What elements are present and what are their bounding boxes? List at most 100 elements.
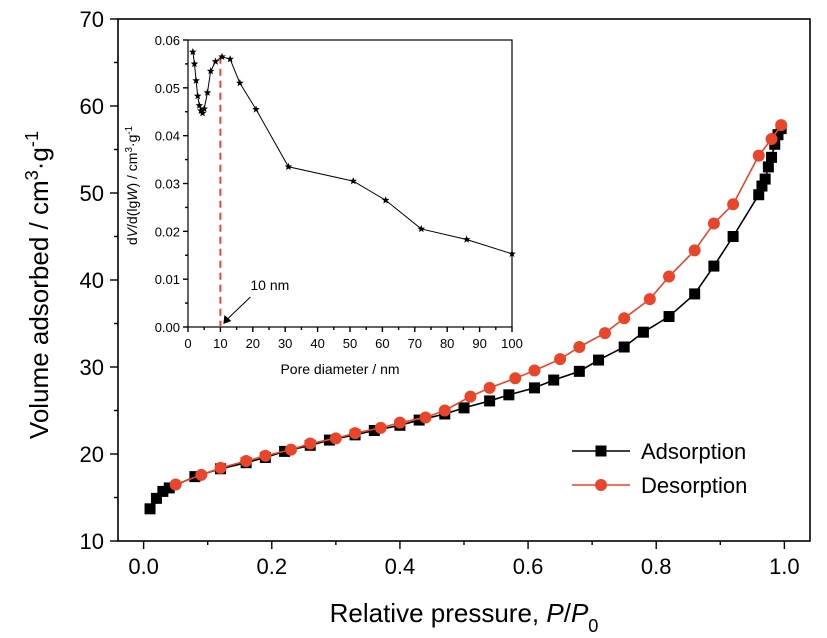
inset-x-tick-label: 90 [472, 336, 486, 351]
inset-y-tick-label: 0.05 [155, 81, 180, 96]
y-tick-label: 50 [80, 181, 104, 206]
data-point-desorption [643, 293, 656, 306]
inset-x-tick-label: 40 [310, 336, 324, 351]
data-point-desorption [775, 119, 788, 132]
data-point-adsorption [708, 260, 720, 272]
inset-y-tick-label: 0.01 [155, 272, 180, 287]
data-point-desorption [752, 149, 765, 162]
inset-x-tick-label: 60 [375, 336, 389, 351]
inset-y-tick-label: 0.00 [155, 320, 180, 335]
inset-plot-frame [187, 39, 513, 328]
inset-x-tick-label: 10 [213, 336, 227, 351]
inset-data-point [203, 88, 212, 96]
data-point-adsorption [573, 365, 585, 377]
data-point-desorption [707, 217, 720, 230]
data-point-desorption [438, 404, 451, 417]
legend-label-adsorption: Adsorption [641, 439, 746, 464]
inset-data-point [198, 109, 207, 117]
annotation-arrow-head [223, 315, 232, 324]
data-point-adsorption [150, 492, 162, 504]
x-tick-label: 1.0 [769, 554, 800, 579]
data-point-desorption [259, 449, 272, 462]
data-point-adsorption [772, 129, 784, 141]
data-point-adsorption [727, 231, 739, 242]
inset-data-point [206, 67, 215, 75]
data-point-desorption [240, 454, 253, 467]
inset-data-point [236, 79, 244, 87]
inset-data-point [189, 47, 197, 56]
y-axis-title: Volume adsorbed / cm3·g-1 [22, 131, 54, 439]
inset-data-point [200, 104, 208, 113]
x-tick-label: 0.6 [513, 554, 544, 579]
inset-data-point [252, 105, 260, 113]
inset-data-point [190, 59, 199, 68]
data-point-adsorption [548, 374, 560, 386]
data-point-adsorption [503, 389, 515, 401]
inset-data-point [192, 76, 200, 84]
data-point-desorption [195, 468, 208, 481]
data-point-adsorption [593, 354, 605, 366]
data-point-desorption [663, 270, 676, 283]
x-tick-label: 0.4 [385, 554, 416, 579]
data-point-adsorption [769, 138, 781, 150]
data-point-desorption [349, 427, 362, 440]
inset-x-tick-label: 0 [184, 336, 191, 351]
data-point-desorption [618, 312, 631, 325]
x-tick-label: 0.8 [641, 554, 672, 579]
data-point-desorption [688, 244, 701, 257]
legend-marker-desorption [595, 479, 607, 491]
data-point-desorption [464, 390, 477, 403]
data-point-adsorption [368, 425, 380, 437]
data-point-desorption [169, 478, 182, 491]
inset-x-tick-label: 50 [343, 336, 357, 351]
data-point-adsorption [637, 326, 649, 338]
legend-label-desorption: Desorption [641, 473, 747, 498]
inset-data-point [381, 196, 390, 204]
data-point-desorption [304, 437, 317, 450]
y-tick-label: 60 [80, 94, 104, 119]
data-point-desorption [393, 416, 406, 429]
inset-data-point [218, 52, 226, 60]
data-point-desorption [483, 381, 496, 394]
y-tick-label: 40 [80, 268, 104, 293]
annotation-arrow-shaft [225, 296, 251, 322]
inset-data-point [508, 249, 516, 258]
data-point-adsorption [689, 288, 701, 300]
data-point-desorption [598, 327, 611, 340]
inset-data-point [284, 162, 293, 170]
inset-y-tick-label: 0.06 [155, 33, 180, 48]
x-tick-label: 0.0 [128, 554, 159, 579]
data-point-desorption [374, 421, 387, 434]
data-point-adsorption [756, 180, 768, 192]
inset-data-point [226, 55, 234, 63]
data-point-adsorption [766, 151, 778, 163]
data-point-desorption [554, 353, 567, 366]
data-point-adsorption [413, 414, 425, 426]
data-point-desorption [765, 133, 778, 146]
data-point-adsorption [144, 503, 156, 515]
inset-x-tick-label: 70 [408, 336, 422, 351]
data-point-desorption [528, 364, 541, 377]
inset-x-tick-label: 100 [501, 336, 523, 351]
inset-x-tick-label: 30 [278, 336, 292, 351]
data-point-adsorption [528, 382, 540, 394]
y-tick-label: 30 [80, 355, 104, 380]
inset-x-tick-label: 20 [246, 336, 260, 351]
main-axes: 0.0 0.2 0.4 0.6 0.8 1.0 10 20 30 40 50 60 70 Relative… [22, 7, 811, 636]
data-point-desorption [509, 372, 522, 385]
data-point-adsorption [157, 485, 169, 497]
data-point-adsorption [484, 395, 496, 407]
annotation-label: 10 nm [250, 277, 289, 293]
inset-data-point [193, 91, 202, 100]
inset-data-point [197, 106, 205, 115]
data-point-adsorption [762, 161, 774, 173]
data-point-adsorption [458, 402, 470, 414]
x-tick-label: 0.2 [256, 554, 287, 579]
inset-chart: 0 10 20 30 40 50 60 70 80 90 100 0.00 0.01 0.02 0.03 0.… [124, 33, 523, 377]
inset-y-axis-title: dV/d(lgW) / cm3·g-1 [124, 126, 141, 245]
data-point-desorption [214, 461, 227, 474]
main-series [144, 119, 788, 515]
legend: Adsorption Desorption [572, 439, 747, 498]
